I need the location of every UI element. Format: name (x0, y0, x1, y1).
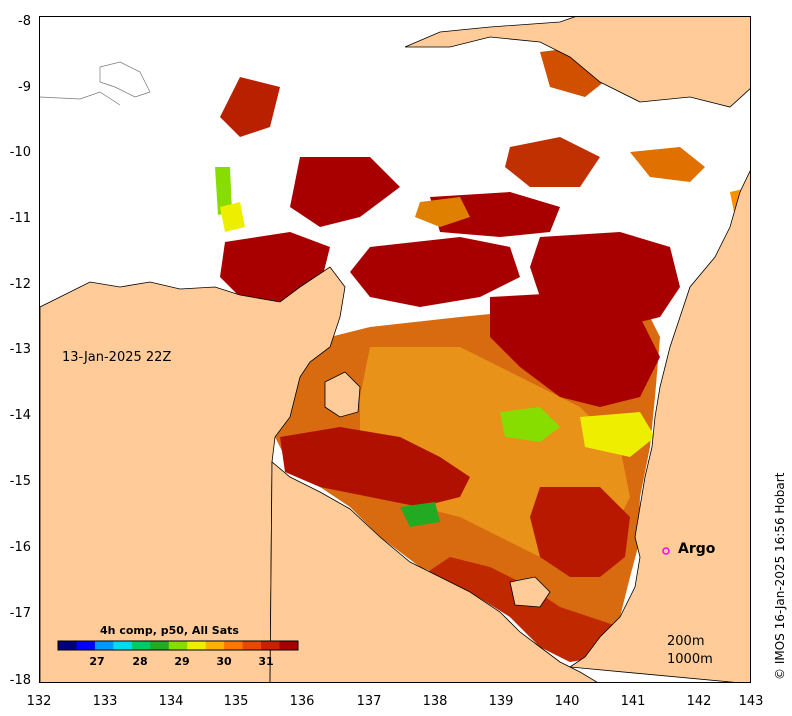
map-frame[interactable] (39, 16, 751, 683)
x-tick-label: 137 (356, 694, 382, 709)
colorbar-segment (113, 641, 133, 650)
depth-200-label: 200m (667, 634, 705, 649)
x-tick-label: 132 (26, 694, 52, 709)
x-tick-label: 133 (92, 694, 118, 709)
colorbar-tick-label: 27 (89, 655, 105, 668)
colorbar-segment (224, 641, 244, 650)
x-tick-label: 134 (158, 694, 184, 709)
x-tick-label: 140 (554, 694, 580, 709)
colorbar-segment (58, 641, 77, 650)
y-tick-label: -17 (9, 606, 31, 621)
y-tick-label: -16 (9, 540, 31, 555)
argo-label: Argo (678, 541, 716, 557)
credit-text: © IMOS 16-Jan-2025 16:56 Hobart (773, 472, 787, 680)
colorbar-border (57, 640, 299, 651)
y-tick-label: -10 (9, 145, 31, 160)
argo-marker[interactable] (662, 547, 670, 555)
y-tick-label: -9 (18, 80, 31, 95)
depth-1000-label: 1000m (667, 652, 713, 667)
colorbar-tick-label: 30 (216, 655, 232, 668)
x-tick-label: 143 (738, 694, 764, 709)
islands-outline (40, 61, 151, 106)
sst-map[interactable] (40, 17, 751, 683)
date-label: 13-Jan-2025 22Z (62, 350, 172, 365)
colorbar-tick-label: 31 (258, 655, 274, 668)
x-tick-label: 141 (620, 694, 646, 709)
colorbar (57, 640, 299, 651)
land (40, 17, 750, 682)
colorbar-segment (205, 641, 225, 650)
colorbar-tick-label: 29 (174, 655, 190, 668)
y-tick-label: -14 (9, 408, 31, 423)
colorbar-segment (261, 641, 281, 650)
y-tick-label: -11 (9, 211, 31, 226)
y-tick-label: -12 (9, 277, 31, 292)
colorbar-segment (94, 641, 114, 650)
colorbar-title: 4h comp, p50, All Sats (100, 624, 239, 637)
colorbar-segment (131, 641, 151, 650)
x-tick-label: 135 (223, 694, 249, 709)
sst-field (215, 47, 750, 662)
x-tick-label: 142 (686, 694, 712, 709)
colorbar-segment (242, 641, 262, 650)
x-tick-label: 139 (488, 694, 514, 709)
x-tick-label: 136 (289, 694, 315, 709)
colorbar-segment (76, 641, 96, 650)
colorbar-segment (187, 641, 207, 650)
colorbar-tick-label: 28 (132, 655, 148, 668)
y-tick-label: -18 (9, 673, 31, 688)
y-tick-label: -13 (9, 342, 31, 357)
colorbar-segment (168, 641, 188, 650)
colorbar-segment (150, 641, 170, 650)
y-tick-label: -15 (9, 474, 31, 489)
y-tick-label: -8 (18, 14, 31, 29)
x-tick-label: 138 (422, 694, 448, 709)
colorbar-segment (279, 641, 299, 650)
